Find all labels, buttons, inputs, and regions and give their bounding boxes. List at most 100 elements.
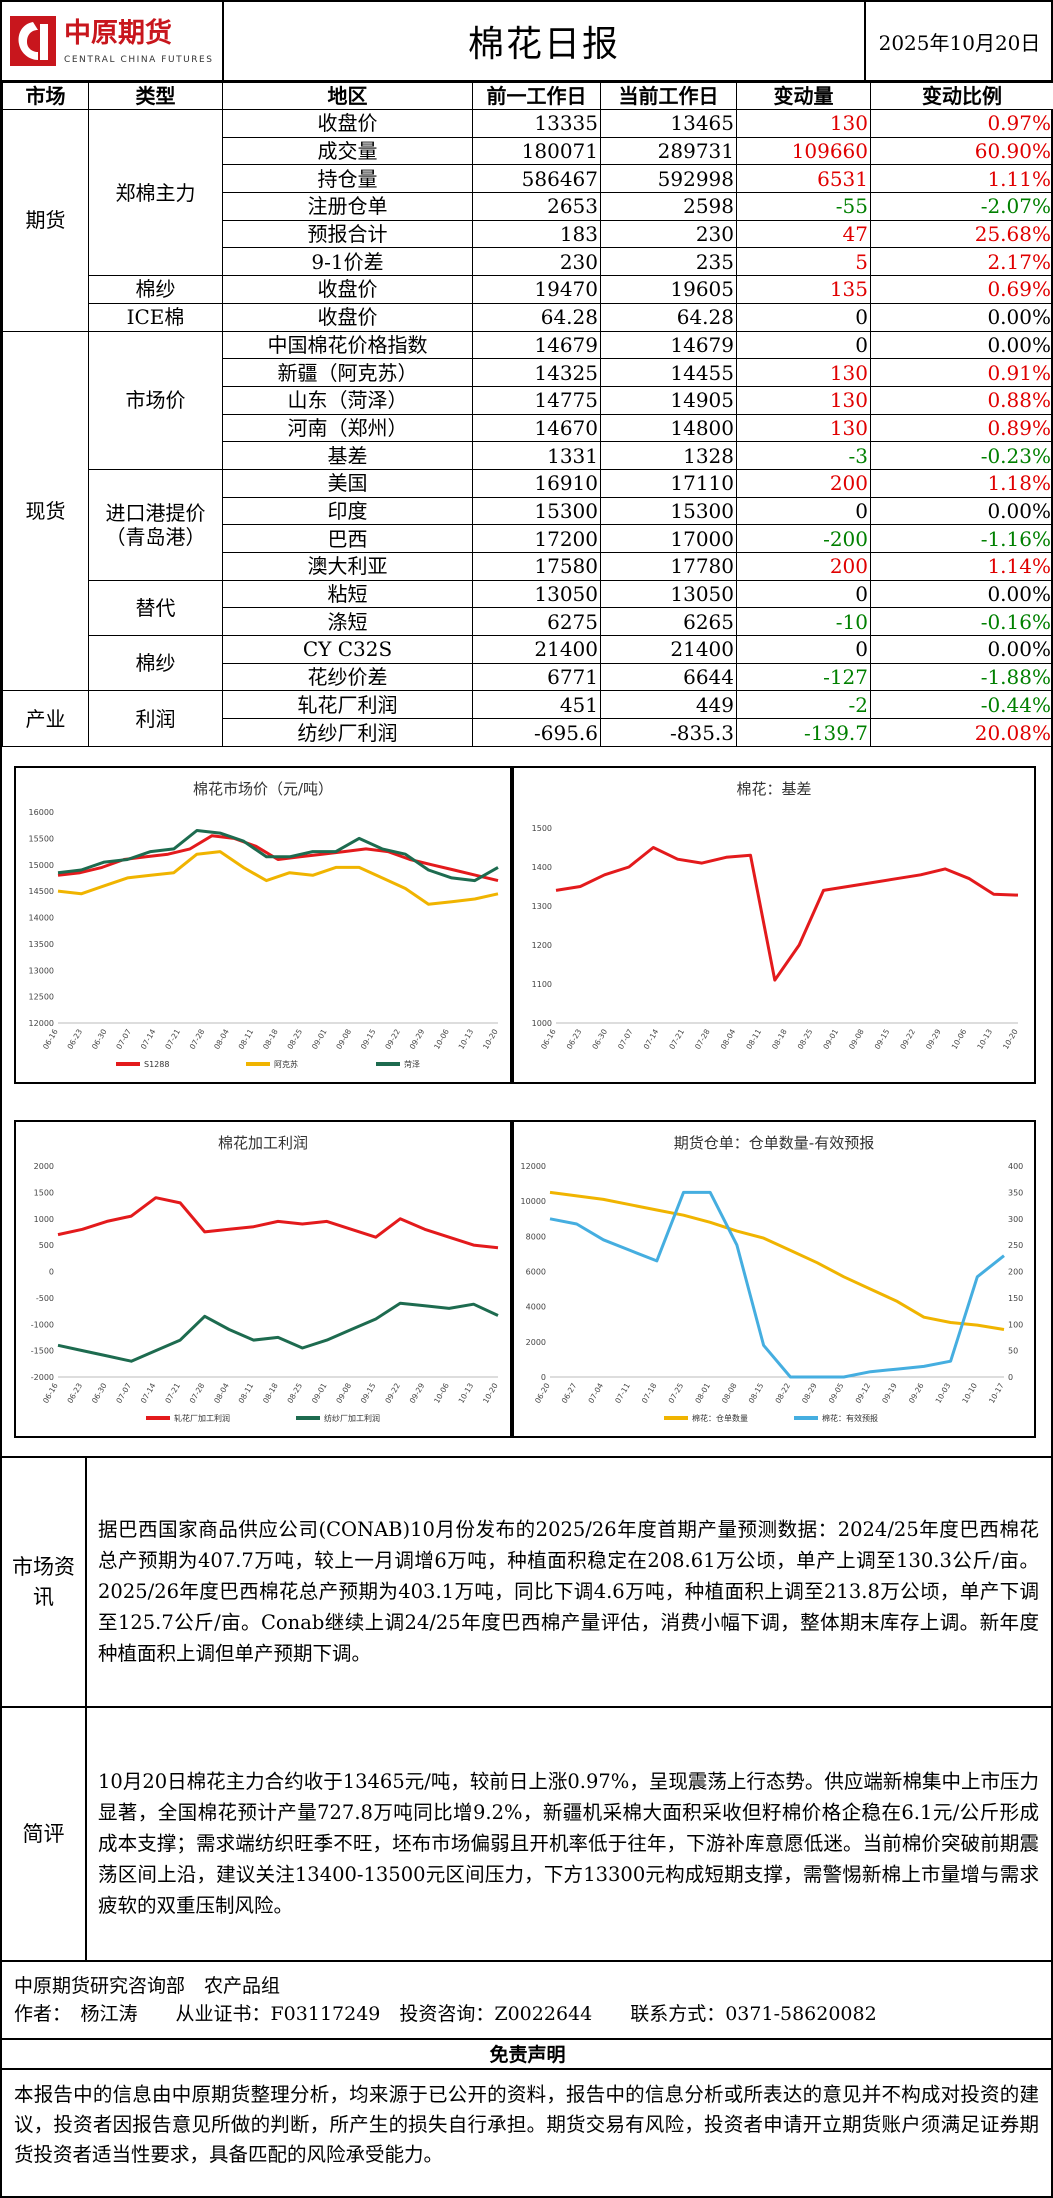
x-tick-label: 08-11	[744, 1027, 763, 1051]
curr-cell: 230	[600, 219, 737, 249]
curr-cell: 6265	[600, 607, 737, 637]
prev-cell: 6771	[472, 662, 601, 692]
legend-label: 棉花：仓单数量	[692, 1413, 748, 1423]
chart-basis: 棉花：基差 1500 1400 1300 1200 1100 1000 06-16 06-23 0…	[512, 766, 1036, 1084]
prev-cell: 21400	[472, 635, 601, 664]
table-row: 注册仓单 2653 2598 -55 -2.07%	[3, 192, 1053, 221]
pct-cell: -2.07%	[870, 192, 1053, 221]
pct-cell: -1.88%	[870, 662, 1053, 692]
comment-section: 简评 10月20日棉花主力合约收于13465元/吨，较前日上涨0.97%，呈现震…	[2, 1706, 1053, 1960]
prev-cell: 2653	[472, 192, 601, 221]
y-tick-label: 0	[541, 1373, 546, 1382]
type-cell: 郑棉主力	[88, 108, 223, 277]
type-cell: 棉纱	[88, 635, 223, 692]
change-cell: 5	[736, 247, 871, 277]
x-tick-label: 09-15	[359, 1027, 378, 1051]
prev-cell: 14775	[472, 385, 601, 415]
curr-cell: 17000	[600, 524, 737, 553]
pct-cell: 0.89%	[870, 413, 1053, 443]
pct-cell: 0.00%	[870, 635, 1053, 664]
curr-cell: 13465	[600, 109, 737, 138]
change-cell: 130	[736, 358, 871, 387]
series-line	[57, 829, 499, 883]
curr-cell: 235	[600, 247, 737, 277]
x-tick-label: 08-25	[285, 1381, 304, 1405]
pct-cell: -1.16%	[870, 524, 1053, 553]
table-row: 澳大利亚 17580 17780 200 1.14%	[3, 552, 1053, 581]
x-tick-label: 06-16	[41, 1381, 60, 1405]
curr-cell: 14905	[600, 385, 737, 415]
type-cell: 进口港提价（青岛港）	[88, 468, 223, 581]
series-line	[57, 1196, 499, 1250]
x-tick-label: 08-04	[212, 1027, 231, 1051]
legend-label: S1288	[144, 1060, 169, 1069]
region-cell: 收盘价	[222, 275, 473, 304]
x-tick-label: 08-04	[719, 1027, 738, 1051]
x-tick-label: 08-08	[720, 1381, 739, 1405]
table-row: 持仓量 586467 592998 6531 1.11%	[3, 164, 1053, 194]
news-label: 市场资讯	[2, 1458, 87, 1706]
chart-warehouse-receipts: 期货仓单：仓单数量-有效预报 12000 10000 8000 6000 4000 2000…	[512, 1120, 1036, 1438]
x-tick-label: 07-21	[667, 1027, 686, 1051]
comment-label: 简评	[2, 1708, 87, 1960]
x-tick-label: 08-01	[693, 1381, 712, 1405]
y-tick-label: 1300	[532, 902, 552, 911]
x-tick-label: 09-15	[359, 1381, 378, 1405]
change-cell: 200	[736, 468, 871, 498]
table-row: 期货 郑棉主力 收盘价 13335 13465 130 0.97%	[2, 108, 1053, 332]
x-tick-label: 07-07	[114, 1381, 133, 1405]
x-tick-label: 08-18	[261, 1027, 280, 1051]
region-cell: 成交量	[222, 136, 473, 166]
report-date: 2025年10月20日	[866, 2, 1053, 82]
change-cell: -10	[736, 607, 871, 637]
prev-cell: 17200	[472, 524, 601, 553]
y-tick-label: 1500	[34, 1188, 54, 1197]
curr-cell: 449	[600, 690, 737, 720]
change-cell: -3	[736, 441, 871, 470]
table-row: 产业 利润 轧花厂利润 451 449 -2 -0.44%	[2, 690, 1053, 747]
region-cell: 涤短	[222, 607, 473, 637]
prev-cell: 14325	[472, 358, 601, 387]
y-tick-label: -500	[36, 1294, 54, 1303]
x-tick-label: 07-28	[693, 1027, 712, 1051]
prev-cell: 6275	[472, 607, 601, 637]
curr-cell: 17110	[600, 468, 737, 498]
footer-dept: 中原期货研究咨询部 农产品组	[14, 1975, 281, 1997]
pct-cell: 1.14%	[870, 552, 1053, 581]
svg-text:CENTRAL CHINA FUTURES: CENTRAL CHINA FUTURES	[64, 55, 212, 65]
y-tick-label: 4000	[526, 1303, 546, 1312]
x-tick-label: 07-14	[642, 1027, 661, 1051]
pct-cell: 20.08%	[870, 718, 1053, 747]
news-section: 市场资讯 据巴西国家商品供应公司(CONAB)10月份发布的2025/26年度首…	[2, 1456, 1053, 1706]
x-tick-label: 10-06	[432, 1381, 451, 1405]
pct-cell: 0.00%	[870, 579, 1053, 609]
x-tick-label: 10-17	[987, 1381, 1006, 1405]
x-tick-label: 07-25	[667, 1381, 686, 1405]
pct-cell: 1.18%	[870, 468, 1053, 498]
x-tick-label: 07-07	[616, 1027, 635, 1051]
curr-cell: 2598	[600, 192, 737, 221]
x-tick-label: 09-08	[334, 1027, 353, 1051]
chart-title: 期货仓单：仓单数量-有效预报	[674, 1134, 874, 1152]
y-tick-label: 500	[39, 1241, 54, 1250]
region-cell: 基差	[222, 441, 473, 470]
x-tick-label: 08-11	[237, 1027, 256, 1051]
curr-cell: 289731	[600, 136, 737, 166]
prev-cell: 183	[472, 219, 601, 249]
chart-title: 棉花加工利润	[218, 1134, 308, 1152]
table-header: 变动量	[736, 82, 871, 110]
table-row: 替代 粘短 13050 13050 0 0.00%	[3, 579, 1053, 637]
prev-cell: 586467	[472, 164, 601, 194]
x-tick-label: 08-25	[796, 1027, 815, 1051]
change-cell: 47	[736, 219, 871, 249]
curr-cell: 1328	[600, 441, 737, 470]
table-header: 市场	[2, 82, 89, 110]
x-tick-label: 07-04	[586, 1381, 605, 1405]
pct-cell: 0.97%	[870, 109, 1053, 138]
region-cell: 山东（菏泽）	[222, 385, 473, 415]
y-tick-label: 0	[49, 1268, 54, 1277]
x-tick-label: 06-30	[90, 1027, 109, 1051]
change-cell: -127	[736, 662, 871, 692]
table-row: 成交量 180071 289731 109660 60.90%	[3, 136, 1053, 166]
prev-cell: 13335	[472, 109, 601, 138]
